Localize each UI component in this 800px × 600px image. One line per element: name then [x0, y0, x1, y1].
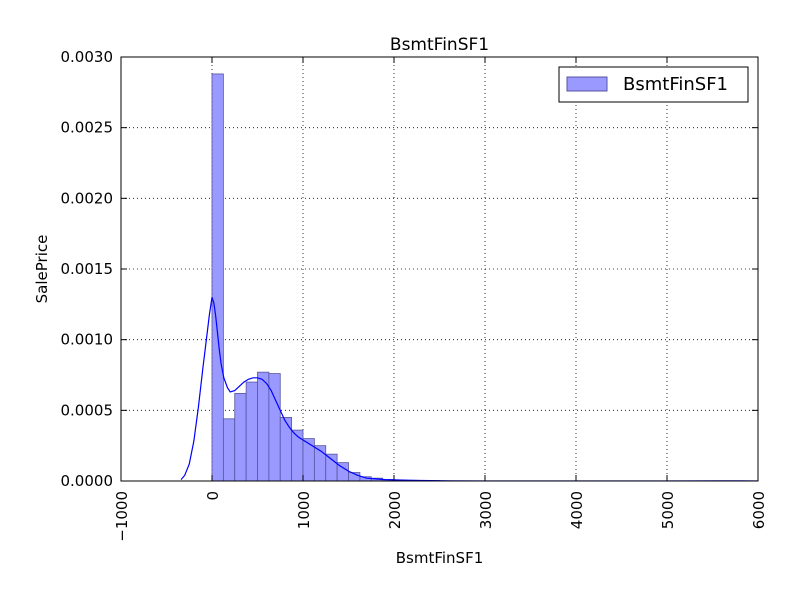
y-tick-label: 0.0005 [61, 401, 114, 419]
histogram-bar [245, 381, 258, 482]
y-tick-label: 0.0020 [61, 189, 114, 207]
histogram-bar [257, 371, 270, 482]
x-tick-label: 2000 [386, 491, 404, 529]
histogram-bars [211, 73, 440, 482]
y-tick-label: 0.0010 [61, 331, 114, 349]
y-tick-label: 0.0030 [61, 48, 114, 66]
legend-label: BsmtFinSF1 [623, 74, 728, 95]
x-axis-label: BsmtFinSF1 [396, 549, 484, 567]
x-axis-ticks: −1000 0 1000 2000 3000 4000 5000 6000 [113, 57, 768, 542]
x-tick-label: 1000 [295, 491, 313, 529]
y-tick-label: 0.0000 [61, 472, 114, 490]
y-tick-label: 0.0025 [61, 119, 114, 137]
histogram-bar [279, 416, 293, 482]
histogram-bar [302, 438, 315, 482]
histogram-bar [291, 429, 304, 482]
legend-swatch [566, 76, 608, 92]
chart-title: BsmtFinSF1 [390, 35, 489, 55]
y-tick-label: 0.0015 [61, 260, 114, 278]
y-axis-ticks: 0.0000 0.0005 0.0010 0.0015 0.0020 0.0025 0.00… [61, 48, 758, 490]
histogram-bar [234, 392, 247, 482]
x-tick-label: −1000 [113, 491, 131, 542]
x-tick-label: 4000 [568, 491, 586, 529]
y-axis-label: SalePrice [33, 235, 51, 304]
x-tick-label: 0 [204, 491, 222, 501]
histogram-bar [222, 418, 236, 482]
legend: BsmtFinSF1 [558, 66, 749, 103]
kde-line [180, 297, 759, 482]
x-tick-label: 5000 [659, 491, 677, 529]
histogram-bar [211, 73, 224, 482]
x-tick-label: 3000 [477, 491, 495, 529]
histogram-bar [325, 453, 338, 482]
x-tick-label: 6000 [750, 491, 768, 529]
